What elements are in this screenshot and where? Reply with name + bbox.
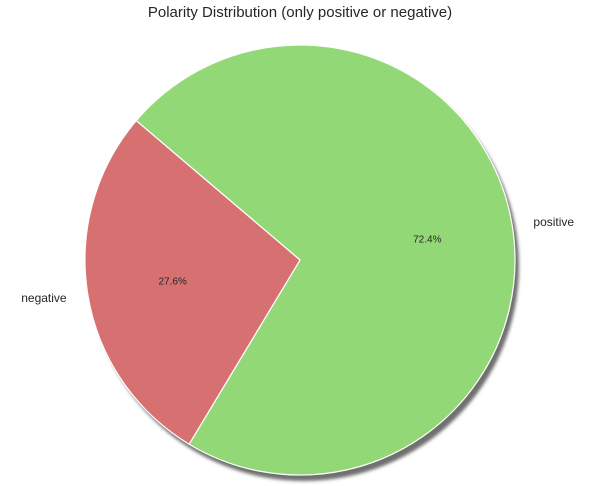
pie-slice-negative — [84, 120, 301, 445]
chart-title: Polarity Distribution (only positive or … — [148, 4, 452, 21]
pie-group: 72.4% positive 27.6% negative — [21, 44, 574, 481]
pct-label-positive: 72.4% — [413, 235, 441, 246]
slice-label-negative: negative — [21, 291, 67, 305]
slice-label-positive: positive — [533, 215, 574, 229]
pct-label-negative: 27.6% — [159, 276, 187, 287]
pie-slice-positive — [135, 44, 516, 476]
